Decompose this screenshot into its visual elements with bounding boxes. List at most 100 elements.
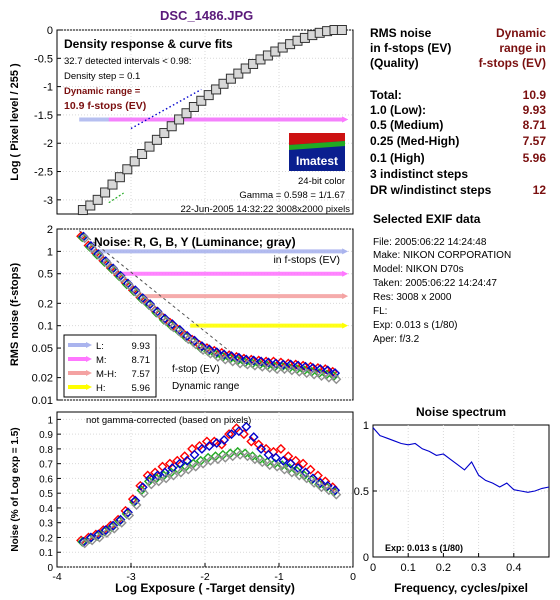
percent-point-Y (309, 477, 320, 488)
percent-point-B (189, 449, 200, 460)
noise-point-Y (161, 316, 172, 327)
density-point (336, 25, 347, 35)
legend-name: M-H: (96, 369, 117, 380)
fit-line-blue (130, 88, 202, 130)
noise-point-Y (205, 348, 216, 359)
noise-ytick-label: 0.2 (38, 298, 53, 310)
density-point (100, 187, 111, 198)
density-point (107, 179, 118, 190)
density-point (159, 128, 170, 139)
log-exposure-xlabel: Log Exposure ( -Target density) (115, 581, 295, 595)
percent-point-Y (264, 460, 275, 471)
dr-indistinct-value: 12 (532, 183, 546, 197)
percent-ytick-label: 0.2 (39, 533, 53, 544)
percent-point-Y (116, 517, 127, 528)
percent-point-B (233, 426, 244, 437)
noise-point-Y (220, 354, 231, 365)
noise-point-B (270, 358, 281, 369)
percent-point-Y (168, 470, 179, 481)
density-ytick-label: 0 (47, 25, 53, 37)
percent-point-R (275, 443, 286, 454)
percent-point-R (312, 470, 323, 481)
noise-point-Y (101, 257, 112, 268)
dynamic-range-label: Dynamic range = (64, 86, 141, 97)
noise-point-Y (87, 243, 98, 254)
percent-point-Y (183, 464, 194, 475)
exif-aper: Aper: f/3.2 (373, 334, 420, 345)
noise-point-R (327, 366, 338, 377)
percent-ytick-label: 0.8 (39, 445, 53, 456)
noise-point-B (219, 349, 230, 360)
percent-point-B (241, 421, 252, 432)
dr-medhigh-label: 0.25 (Med-High) (370, 134, 460, 148)
density-ytick-label: -2 (43, 138, 53, 150)
percent-point-R (305, 464, 316, 475)
noise-point-Y (294, 366, 305, 377)
percent-point-Y (235, 449, 246, 460)
density-point (85, 200, 96, 211)
exif-model: Model: NIKON D70s (373, 264, 464, 275)
percent-point-Y (331, 489, 342, 500)
percent-point-B (85, 532, 96, 543)
not-gamma-corrected-note: not gamma-corrected (based on pixels) (86, 415, 251, 426)
noise-point-B (233, 352, 244, 363)
percent-xtick-label: -2 (200, 571, 209, 583)
noise-point-Y (331, 374, 342, 385)
noise-point-B (211, 347, 222, 358)
dr-high-value: 5.96 (522, 151, 546, 165)
header-right-line2: range in (499, 41, 546, 55)
density-point (188, 101, 199, 112)
dr-high-label: 0.1 (High) (370, 151, 425, 165)
percent-point-Y (249, 454, 260, 465)
percent-point-Y (94, 532, 105, 543)
imatest-logo-text: Imatest (296, 154, 338, 168)
percent-point-Y (79, 538, 90, 549)
noise-ytick-label: 2 (47, 224, 53, 236)
percent-point-Y (198, 458, 209, 469)
percent-point-R (298, 458, 309, 469)
noise-ytick-label: 0.5 (38, 269, 53, 281)
exif-taken: Taken: 2005:06:22 14:24:47 (373, 278, 497, 289)
legend-name: M: (96, 355, 107, 366)
percent-point-Y (87, 535, 98, 546)
noise-point-Y (198, 345, 209, 356)
percent-point-B (211, 438, 222, 448)
legend-swatch-arrow (86, 356, 92, 362)
density-point (233, 68, 244, 79)
percent-point-B (130, 495, 141, 506)
percent-point-Y (190, 461, 201, 472)
noise-point-B (263, 357, 274, 368)
noise-point-Y (309, 369, 320, 380)
threshold-arrow-M-H (342, 293, 349, 300)
density-point (151, 134, 162, 145)
dr-total-value: 10.9 (522, 88, 546, 102)
percent-point-Y (279, 464, 290, 475)
percent-point-B (226, 429, 237, 440)
density-point (122, 164, 133, 175)
exif-file: File: 2005:06:22 14:24:48 (373, 237, 487, 248)
percent-point-B (278, 455, 289, 466)
percent-point-Y (131, 500, 142, 510)
noise-point-B (278, 359, 289, 370)
density-title: Density response & curve fits (64, 37, 233, 51)
dynamic-range-arrow-M (342, 116, 349, 123)
percent-point-B (182, 455, 193, 466)
noise-point-B (226, 351, 237, 362)
legend-swatch-arrow (86, 370, 92, 376)
bitcolor-label: 24-bit color (298, 176, 345, 187)
spectrum-exp-label: Exp: 0.013 s (1/80) (385, 543, 463, 553)
timestamp-footer: 22-Jun-2005 14:32:22 3008x2000 pixels (180, 204, 350, 215)
spectrum-title: Noise spectrum (416, 405, 506, 419)
percent-point-B (115, 514, 126, 525)
percent-point-Y (161, 473, 172, 484)
density-point (225, 73, 236, 84)
percent-point-Y (109, 523, 120, 534)
dynamic-range-caption: Dynamic range (172, 381, 240, 392)
percent-point-Y (124, 510, 135, 521)
spectrum-ytick-label: 0 (363, 552, 369, 564)
noise-point-Y (279, 364, 290, 375)
noise-point-Y (227, 356, 238, 367)
spectrum-xtick-label: 0.2 (436, 562, 451, 574)
noise-point-Y (190, 339, 201, 350)
percent-point-R (224, 429, 235, 440)
